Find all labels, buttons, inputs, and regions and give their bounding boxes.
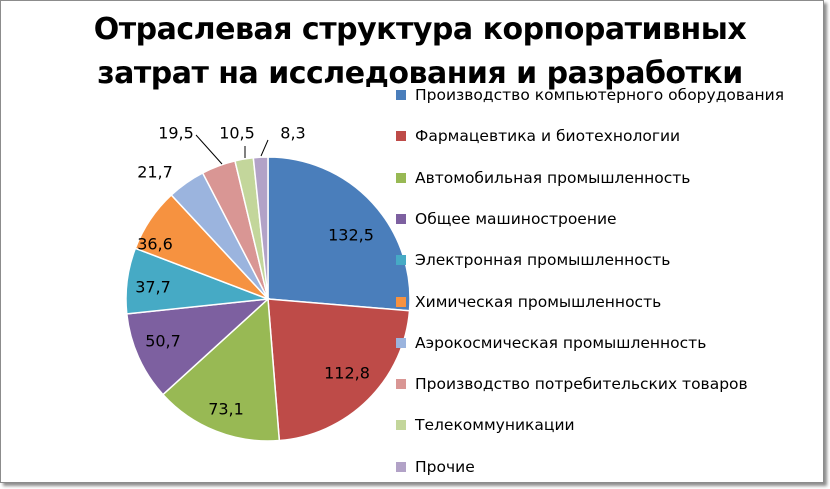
legend-label: Телекоммуникации <box>415 416 575 435</box>
chart-title-line-2: затрат на исследования и разработки <box>97 56 743 91</box>
pie-slice <box>252 156 269 300</box>
legend-item: Электронная промышленность <box>396 249 670 271</box>
pie-slice <box>125 298 271 396</box>
legend-item: Аэрокосмическая промышленность <box>396 332 706 354</box>
legend-swatch <box>396 379 406 390</box>
legend-swatch <box>396 420 406 431</box>
legend-swatch <box>396 255 406 266</box>
data-label: 112,8 <box>324 364 370 383</box>
legend-label: Фармацевтика и биотехнологии <box>415 127 681 146</box>
data-label: 36,6 <box>137 235 173 254</box>
data-label: 132,5 <box>328 226 374 245</box>
leader-line <box>195 134 223 165</box>
legend-label: Химическая промышленность <box>415 292 662 311</box>
legend-item: Телекоммуникации <box>396 414 575 436</box>
data-label: 73,1 <box>208 400 244 419</box>
legend-swatch <box>396 213 406 224</box>
legend-swatch <box>396 461 406 472</box>
data-label: 37,7 <box>135 278 171 297</box>
legend-item: Производство компьютерного оборудования <box>396 84 784 106</box>
legend-label: Аэрокосмическая промышленность <box>415 333 707 352</box>
data-label: 50,7 <box>145 332 181 351</box>
legend-label: Прочие <box>415 457 475 476</box>
legend-swatch <box>396 90 406 100</box>
data-label: 10,5 <box>219 124 255 143</box>
legend-swatch <box>396 337 406 348</box>
leader-line <box>260 139 269 157</box>
legend-item: Химическая промышленность <box>396 291 661 313</box>
legend-swatch <box>396 172 406 183</box>
chart-title: Отраслевая структура корпоративных затра… <box>60 8 780 96</box>
legend-item: Фармацевтика и биотехнологии <box>396 125 680 147</box>
legend-label: Автомобильная промышленность <box>415 168 691 187</box>
data-label: 19,5 <box>158 124 194 143</box>
legend-item: Прочие <box>396 456 475 478</box>
chart-title-line-1: Отраслевая структура корпоративных <box>93 12 747 47</box>
data-label: 21,7 <box>137 163 173 182</box>
legend-swatch <box>396 131 406 142</box>
legend-label: Производство компьютерного оборудования <box>415 86 785 104</box>
data-label: 8,3 <box>280 124 305 143</box>
pie-slice <box>161 297 281 442</box>
legend-label: Производство потребительских товаров <box>415 375 748 394</box>
pie-slice <box>267 156 411 312</box>
legend-swatch <box>396 296 406 307</box>
legend-label: Общее машиностроение <box>415 209 617 228</box>
legend-item: Автомобильная промышленность <box>396 167 690 189</box>
legend-label: Электронная промышленность <box>415 251 671 270</box>
legend-item: Общее машиностроение <box>396 208 617 230</box>
pie-slice <box>267 298 411 442</box>
legend-item: Производство потребительских товаров <box>396 373 748 395</box>
